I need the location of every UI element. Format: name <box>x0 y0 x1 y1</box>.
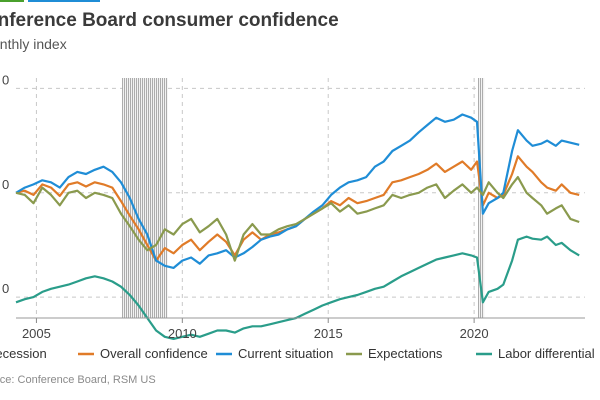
legend-label-recession: Recession <box>0 346 47 361</box>
y-tick-label: 0 <box>2 281 9 296</box>
header-accent-bar-green <box>0 0 24 2</box>
legend: Recession Overall confidence Current situa… <box>0 346 595 361</box>
recession-bands <box>122 78 485 318</box>
series-line-expectations <box>15 176 580 262</box>
series-line-labor-differential <box>15 235 580 340</box>
x-tick-label: 2005 <box>22 326 51 341</box>
legend-label: Current situation <box>238 346 333 361</box>
header-accent-bar-blue <box>28 0 100 2</box>
legend-label: Overall confidence <box>100 346 208 361</box>
series-lines <box>15 113 580 340</box>
chart-subtitle: onthly index <box>0 36 67 52</box>
series-line-current-situation <box>15 113 580 269</box>
y-tick-label: 0 <box>2 72 9 87</box>
chart-title: onference Board consumer confidence <box>0 10 339 31</box>
x-tick-label: 2020 <box>460 326 489 341</box>
series-line-overall-confidence <box>15 155 580 262</box>
source-note: urce: Conference Board, RSM US <box>0 374 156 386</box>
legend-label: Labor differential <box>498 346 595 361</box>
x-tick-label: 2010 <box>168 326 197 341</box>
y-tick-label: 0 <box>2 177 9 192</box>
legend-label: Expectations <box>368 346 443 361</box>
axis-ticks: 0 0 0 2005 2010 2015 2020 <box>2 72 585 341</box>
x-tick-label: 2015 <box>314 326 343 341</box>
